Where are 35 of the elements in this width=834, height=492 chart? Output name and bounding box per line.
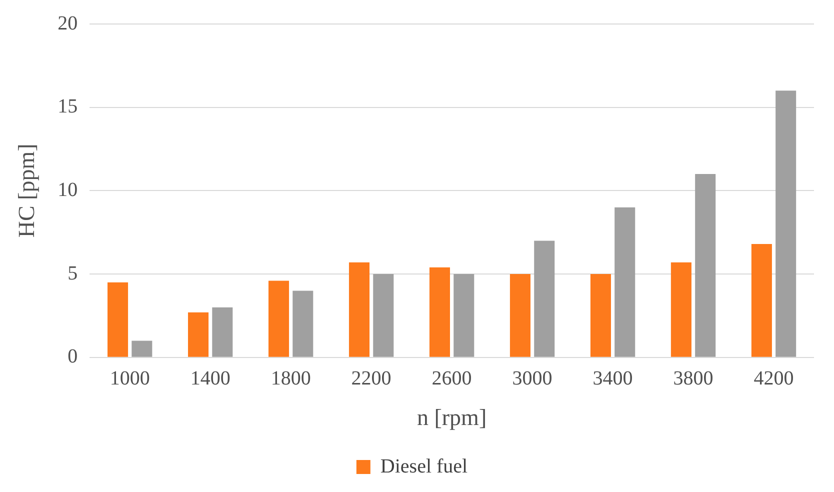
x-axis-title: n [rpm] [416, 405, 487, 430]
bar [695, 174, 716, 357]
bar [751, 244, 772, 357]
y-tick-label: 0 [68, 346, 78, 368]
bar [373, 274, 394, 357]
x-tick-label: 1000 [110, 368, 150, 390]
bar [292, 290, 314, 357]
y-tick-label: 15 [58, 96, 78, 118]
bar [670, 262, 692, 357]
x-tick-label: 3000 [512, 368, 552, 390]
bar [188, 312, 209, 357]
x-tick-label: 1400 [190, 368, 230, 390]
y-axis-title: HC [ppm] [14, 144, 39, 238]
bar [108, 282, 128, 357]
x-tick-label: 2600 [432, 368, 472, 390]
y-tick-label: 5 [68, 262, 78, 284]
bar [268, 280, 290, 357]
x-tick-label: 2200 [351, 368, 392, 390]
y-tick-label: 20 [58, 12, 78, 34]
legend-label: Diesel fuel [380, 455, 468, 478]
x-tick-label: 3800 [673, 368, 714, 390]
x-tick-label: 1800 [270, 368, 311, 390]
bar [429, 267, 450, 357]
bar [132, 340, 152, 357]
bar [614, 207, 636, 357]
bar [534, 240, 555, 357]
y-tick-label: 10 [58, 178, 78, 201]
bar [454, 274, 474, 357]
bar [590, 274, 611, 357]
bar [510, 274, 530, 357]
x-tick-label: 3400 [592, 368, 633, 390]
bar [776, 90, 796, 357]
bar [348, 262, 370, 357]
bar [212, 307, 233, 357]
x-tick-label: 4200 [754, 368, 794, 390]
